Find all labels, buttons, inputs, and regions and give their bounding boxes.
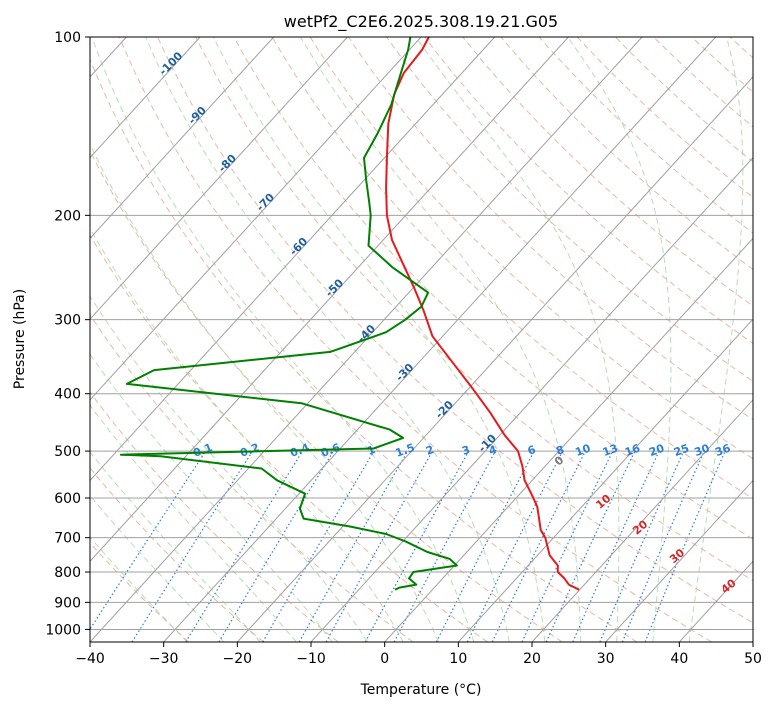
- dry-adiabat-line: [157, 37, 753, 624]
- x-axis-label: Temperature (°C): [360, 682, 482, 698]
- dry-adiabat-line: [90, 467, 264, 642]
- mixing-ratio-label: 20: [647, 442, 666, 460]
- y-tick-label: 700: [54, 531, 81, 547]
- mixing-ratio-label: 6: [526, 443, 538, 458]
- x-tick-label: 50: [744, 651, 762, 667]
- isotherm-line: [236, 76, 753, 642]
- mixing-ratio-label: 10: [574, 442, 593, 460]
- dry-adiabat-line: [768, 37, 775, 642]
- dry-adiabat-line: [386, 37, 753, 382]
- isotherm-line: [90, 37, 496, 482]
- x-tick-label: 20: [523, 651, 541, 667]
- x-tick-label: −10: [296, 651, 326, 667]
- mixing-ratio-line: [393, 450, 496, 642]
- x-axis: −40 −30 −20 −10 0 10 20 30 40 50: [75, 642, 762, 667]
- dry-adiabat-line: [195, 37, 753, 582]
- y-axis-label: Pressure (hPa): [12, 289, 28, 389]
- dry-adiabat-line: [347, 37, 753, 421]
- dry-adiabat-line: [90, 149, 563, 642]
- dewpoint-line: [119, 37, 458, 591]
- y-tick-label: 100: [54, 30, 81, 46]
- moist-adiabats: [90, 37, 744, 642]
- mixing-ratio-line: [325, 450, 434, 642]
- x-tick-label: 10: [449, 651, 467, 667]
- isotherm-line: [90, 37, 275, 240]
- y-tick-label: 800: [54, 565, 81, 581]
- moist-adiabat-line: [90, 143, 439, 642]
- isotherm-line: [90, 37, 201, 159]
- isotherm-line: [90, 37, 348, 320]
- mixing-ratio-label: 30: [693, 442, 712, 460]
- x-tick-label: 40: [670, 651, 688, 667]
- mixing-ratio-labels: 0.1 0.2 0.4 0.6 1 1.5 2 3 4 6 8 10 13 16 20 25 30 36: [191, 441, 732, 460]
- dry-adiabat-line: [90, 234, 488, 642]
- y-tick-label: 900: [54, 595, 81, 611]
- profile-series: [119, 37, 580, 591]
- plot-frame: [89, 36, 754, 643]
- mixing-ratio-label: 8: [554, 443, 566, 458]
- x-tick-label: 0: [380, 651, 389, 667]
- mixing-ratio-line: [131, 450, 254, 642]
- dry-adiabat-line: [90, 58, 638, 642]
- mixing-ratio-label: 0.1: [191, 441, 214, 460]
- mixing-ratio-label: 1: [365, 443, 377, 458]
- isotherm-line: [90, 37, 569, 563]
- moist-adiabat-line: [90, 404, 297, 642]
- mixing-ratio-label: 3: [460, 443, 472, 458]
- mixing-ratio-line: [185, 450, 304, 642]
- mixing-ratio-label: 36: [713, 442, 732, 460]
- mixing-ratio-line: [621, 450, 705, 642]
- moist-adiabat-line: [300, 37, 582, 642]
- mixing-ratio-line: [90, 450, 207, 631]
- y-tick-label: 200: [54, 208, 81, 224]
- plot-area: [90, 37, 753, 642]
- mixing-ratio-label: 4: [487, 443, 499, 458]
- mixing-ratio-line: [572, 450, 660, 642]
- mixing-ratio-label: 25: [672, 442, 691, 459]
- mixing-ratio-label: 16: [623, 442, 642, 460]
- moist-adiabat-line: [212, 37, 546, 642]
- dry-adiabat-line: [309, 37, 753, 460]
- moist-adiabat-line: [415, 37, 620, 642]
- moist-adiabat-line: [145, 37, 510, 642]
- mixing-ratio-line: [364, 450, 470, 642]
- dry-adiabat-line: [271, 37, 753, 500]
- isotherm-line: [384, 237, 753, 642]
- y-tick-label: 500: [54, 444, 81, 460]
- isotherm-line: [605, 479, 753, 642]
- y-tick-label: 300: [54, 313, 81, 329]
- grid-lines: [90, 37, 753, 642]
- mixing-ratio-label: 0.2: [238, 441, 261, 460]
- temperature-line: [385, 37, 580, 591]
- mixing-ratio-line: [599, 450, 685, 642]
- dry-adiabat-line: [90, 542, 190, 642]
- mixing-ratio-line: [466, 450, 564, 642]
- mixing-ratio-label: 2: [424, 443, 436, 458]
- isotherm-line: [752, 641, 753, 642]
- isotherm-line: [163, 37, 717, 642]
- mixing-ratio-label: 1.5: [394, 441, 417, 460]
- moist-adiabat-line: [567, 37, 672, 642]
- isotherm-line: [457, 318, 753, 642]
- chart-title: wetPf2_C2E6.2025.308.19.21.G05: [284, 12, 558, 32]
- moist-adiabat-line: [90, 353, 333, 642]
- moist-adiabat-line: [91, 37, 475, 642]
- mixing-ratio-label: 13: [601, 442, 620, 459]
- y-tick-label: 1000: [45, 622, 81, 638]
- moist-adiabat-line: [90, 227, 404, 642]
- moist-adiabat-line: [688, 37, 744, 642]
- x-tick-label: 30: [597, 651, 615, 667]
- isotherm-line: [90, 37, 422, 401]
- y-tick-label: 600: [54, 491, 81, 507]
- y-axis: 1000 900 800 700 600 500 400 300 200 100: [45, 30, 90, 638]
- x-tick-label: −20: [223, 651, 253, 667]
- x-tick-label: −40: [75, 651, 105, 667]
- x-tick-label: −30: [149, 651, 179, 667]
- isotherm-line: [531, 399, 753, 642]
- moist-adiabat-line: [90, 295, 369, 642]
- y-tick-label: 400: [54, 387, 81, 403]
